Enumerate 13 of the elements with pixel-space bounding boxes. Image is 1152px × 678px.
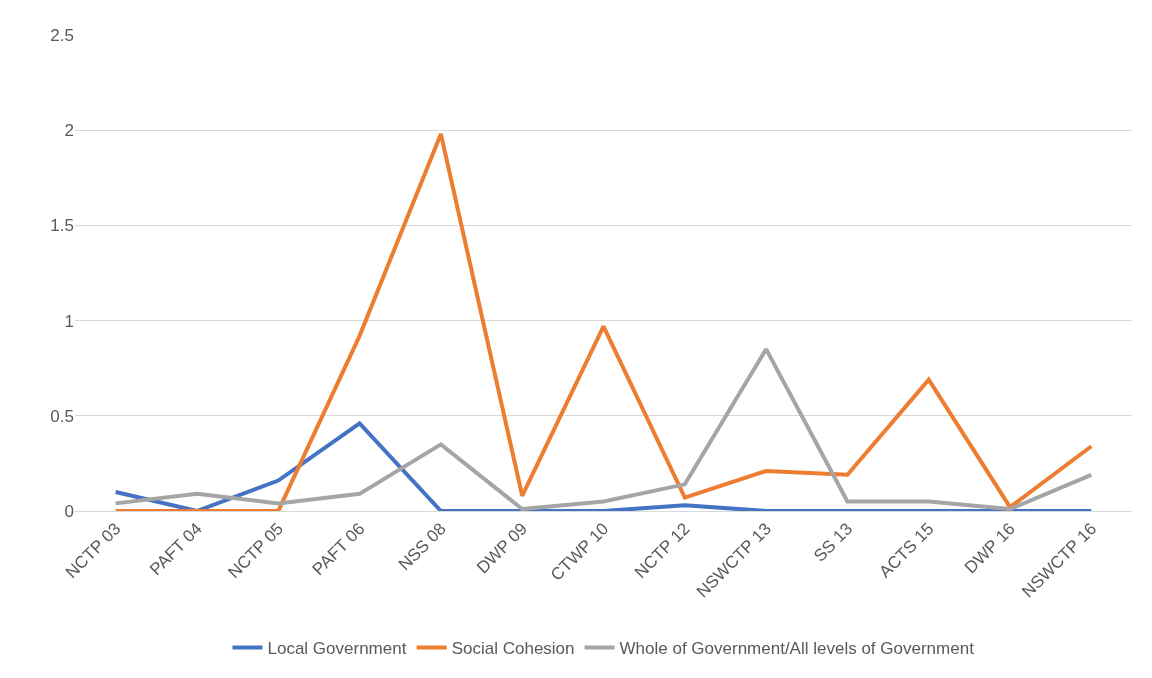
legend-label: Social Cohesion bbox=[451, 639, 575, 659]
y-tick-label: 0.5 bbox=[50, 406, 74, 426]
y-tick-label: 2 bbox=[64, 121, 74, 141]
y-tick-label: 1 bbox=[64, 311, 74, 331]
x-tick-label: SS 13 bbox=[810, 519, 857, 566]
y-tick-label: 1.5 bbox=[50, 216, 74, 236]
line-series bbox=[113, 421, 1094, 511]
line-series bbox=[113, 132, 1094, 511]
y-tick-label: 0 bbox=[64, 501, 74, 521]
y-tick-label: 2.5 bbox=[50, 25, 74, 45]
line-series bbox=[113, 347, 1094, 511]
legend-label: Local Government bbox=[267, 639, 407, 659]
legend-label: Whole of Government/All levels of Government bbox=[619, 639, 975, 659]
